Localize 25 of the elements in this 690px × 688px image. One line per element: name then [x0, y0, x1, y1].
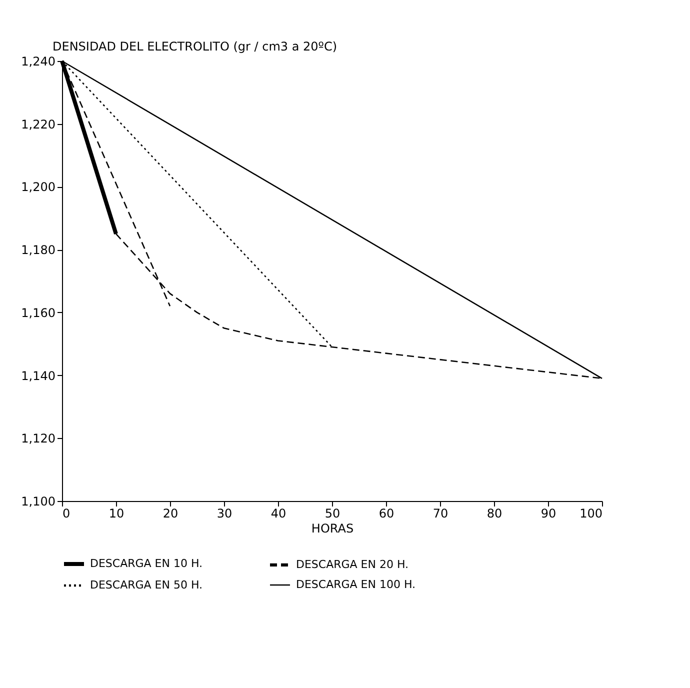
- x-tick-label: 70: [432, 506, 448, 520]
- legend-label: DESCARGA EN 10 H.: [90, 557, 203, 570]
- x-axis-title: HORAS: [311, 522, 354, 536]
- x-tick-label: 20: [162, 506, 178, 520]
- y-tick-label: 1,100: [21, 494, 56, 508]
- x-tick-label: 80: [486, 506, 502, 520]
- y-tick-label: 1,240: [21, 54, 56, 68]
- x-tick-label: 50: [324, 506, 340, 520]
- y-tick-label: 1,120: [21, 432, 56, 446]
- x-tick-label: 30: [216, 506, 232, 520]
- y-tick-label: 1,140: [21, 368, 56, 383]
- x-tick-label: 10: [108, 506, 124, 520]
- y-tick-label: 1,200: [21, 180, 56, 194]
- x-tick-label: 40: [270, 506, 286, 520]
- y-tick-label: 1,220: [21, 117, 56, 132]
- x-tick-label: 60: [378, 506, 394, 520]
- legend-label: DESCARGA EN 20 H.: [296, 558, 409, 571]
- legend-label: DESCARGA EN 50 H.: [90, 578, 203, 592]
- y-tick-label: 1,180: [21, 243, 56, 258]
- x-tick-label: 100: [580, 506, 602, 520]
- x-tick-label: 0: [62, 506, 70, 520]
- x-tick-label: 90: [540, 506, 556, 520]
- y-axis-title: DENSIDAD DEL ELECTROLITO (gr / cm3 a 20ºC): [52, 40, 338, 54]
- legend-label: DESCARGA EN 100 H.: [296, 578, 416, 591]
- y-tick-label: 1,160: [21, 306, 56, 320]
